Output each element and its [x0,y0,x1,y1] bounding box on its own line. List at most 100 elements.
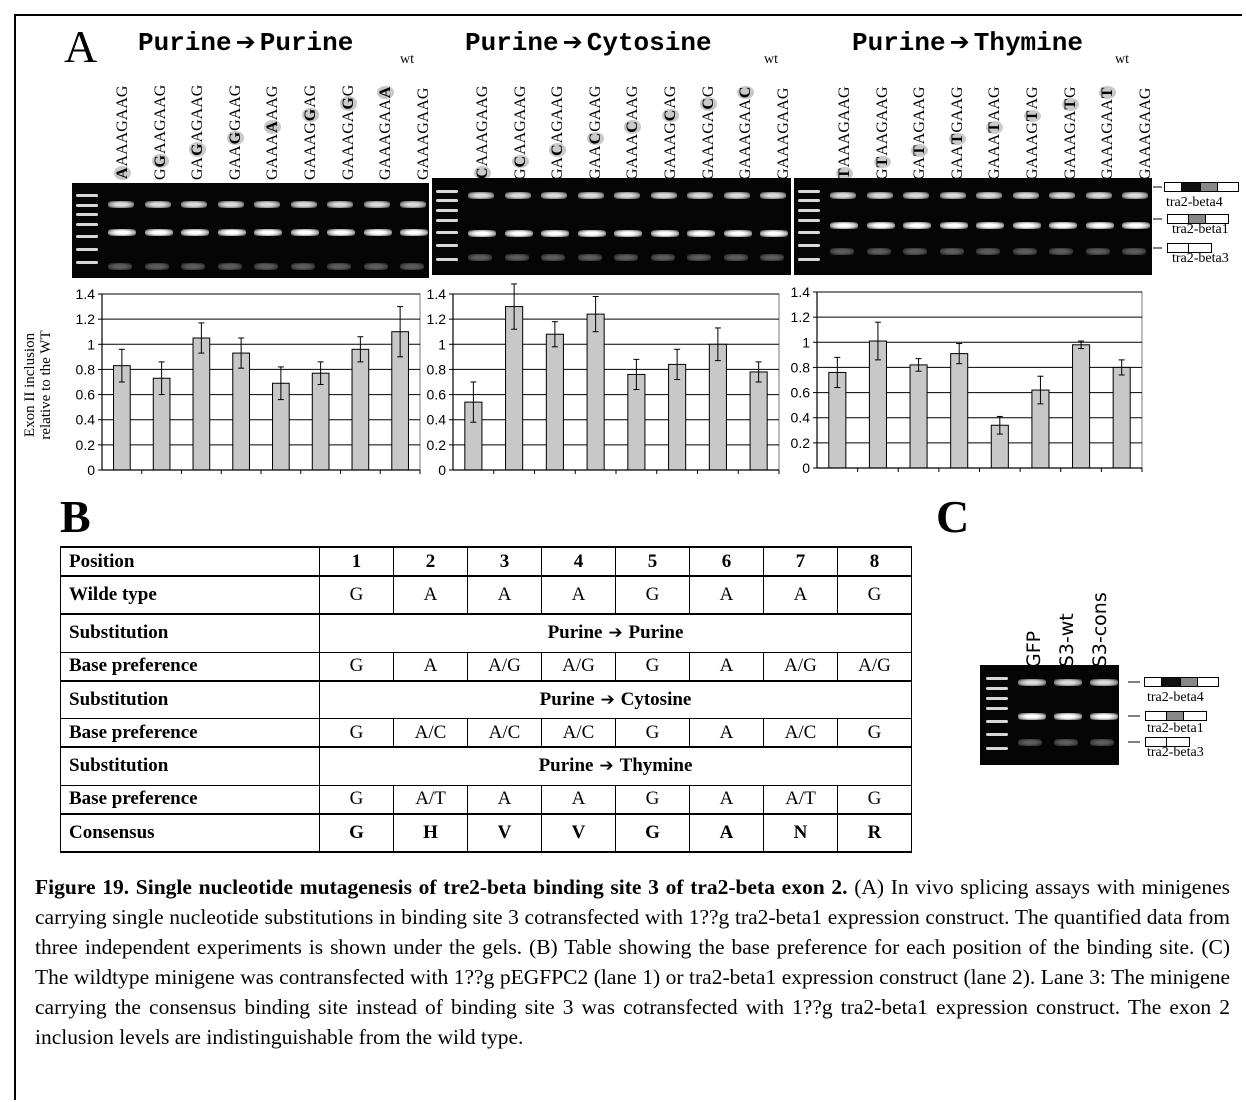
table-cell: A/C [393,718,468,747]
exon-diagram-c-beta4 [1144,677,1219,687]
gel-band [327,263,351,270]
gel-band [1018,679,1046,686]
row-label: Substitution [60,679,320,719]
sequence-prefix: GAAAGAAG [774,87,792,180]
bar-chart-purine-purine: 0 0.2 0.4 0.6 0.8 1 1.2 1.4 [76,286,421,477]
sequence-label: GAAAGTAG [1022,70,1044,180]
bar [586,313,605,471]
y-tick-label: 0.6 [427,387,447,403]
sequence-label: GGAAGAAG [150,70,172,180]
table-header-label: Position [60,546,320,576]
mutated-base: C [549,143,567,157]
gel-band [723,254,748,261]
y-axis-label: Exon II inclusion relative to the WT [22,300,54,470]
sequence-suffix: AGAAG [911,86,929,145]
sequence-text: GAAGGAAG [226,85,245,180]
table-cell: A/T [763,784,838,814]
table-cell: A/C [763,718,838,747]
sequence-prefix: GAAAGAAG [414,87,432,180]
table-row: Consensus G H V V G A N R [60,812,912,853]
sequence-suffix: AG [302,84,319,108]
ladder-band [76,260,98,264]
gel-band [504,230,533,237]
legend-tra2-beta3: tra2-beta3 [1172,251,1229,266]
gel-band [254,263,278,270]
sequence-label: GAAAAAAG [262,70,284,180]
bar [545,333,564,471]
gel-purine-purine [72,183,429,278]
table-cell: G [319,575,394,614]
sequence-text: GAAATAAG [986,86,1004,180]
plot-frame [816,291,1143,469]
ladder-band [436,199,458,203]
mutated-base: C [662,108,679,123]
legend-c-tra2-beta1: tra2-beta1 [1147,721,1204,736]
ladder-band [986,747,1008,750]
sequence-prefix: GAAAG [302,122,319,180]
group-title-left: Purine [852,28,946,58]
sequence-prefix: GAAAGA [699,110,717,180]
mutated-base: G [189,142,207,157]
sequence-suffix: AAAGAAG [474,85,491,167]
panel-c-letter: C [936,491,970,542]
legend-tra2-beta1: tra2-beta1 [1172,222,1229,237]
legend-tra2-beta4: tra2-beta4 [1166,195,1223,210]
sequence-suffix: AAGAAG [873,86,891,156]
table-cell: R [837,812,912,853]
mutated-base: T [873,155,891,169]
group-title-right: Thymine [973,28,1083,58]
ladder-band [76,213,98,217]
gel-band [290,201,317,208]
gel-band [217,229,246,236]
mutated-base: C [511,154,529,169]
gel-band [577,192,604,199]
gel-band [181,263,205,270]
mutated-base: C [737,85,755,100]
ladder-band [798,199,820,203]
gel-band [1049,222,1077,229]
span-right: Purine [628,622,684,644]
row-label: Base preference [60,784,320,814]
sequence-label: GAAAGCAG [660,70,682,180]
gel-band [1054,713,1082,720]
gel-band [327,201,353,208]
span-left: Purine [547,622,603,644]
gel-purine-thymine [794,178,1152,275]
sequence-prefix: GA [189,156,207,180]
gel-band [760,254,784,261]
gel-band [400,201,426,208]
sequence-text: GAAAAAAG [264,86,282,180]
mutated-base: A [114,166,131,180]
mutated-base: G [226,130,244,146]
wt-label: wt [764,52,778,67]
exon-diagram-beta3 [1167,243,1212,253]
gel-band [903,222,931,229]
mutated-base: A [264,120,282,134]
sequence-label: GAAAGAAT [1097,70,1119,180]
base-preference-table: Position 1 2 3 4 5 6 7 8 Wilde type G A A A G A A G Substi… [60,546,912,853]
sequence-label: GAAAGAAG [773,70,795,180]
sequence-suffix: GAAG [586,85,604,132]
mutated-base: C [624,120,642,134]
gel-band [468,192,494,199]
gel-band [976,222,1004,229]
table-cell: G [615,784,690,814]
sequence-suffix: GAAG [948,86,966,133]
mutated-base: C [586,131,604,146]
span-left: Purine [539,688,595,710]
gel-band [108,263,132,270]
y-tick-label: 0.6 [76,387,96,403]
gel-band [108,201,134,208]
gel-band [327,229,355,236]
mutated-base: A [377,85,395,100]
ladder-band [76,247,98,251]
mutated-base: T [1061,98,1079,111]
table-cell: A/C [541,718,616,747]
ladder-band [798,218,820,222]
table-cell: G [615,575,690,614]
table-cell: A [763,575,838,614]
mutated-base: C [699,97,717,111]
sequence-label: GAAAGAGG [338,70,360,180]
table-header-position: 1 [319,546,394,576]
sequence-label: GCAAGAAG [510,70,532,180]
